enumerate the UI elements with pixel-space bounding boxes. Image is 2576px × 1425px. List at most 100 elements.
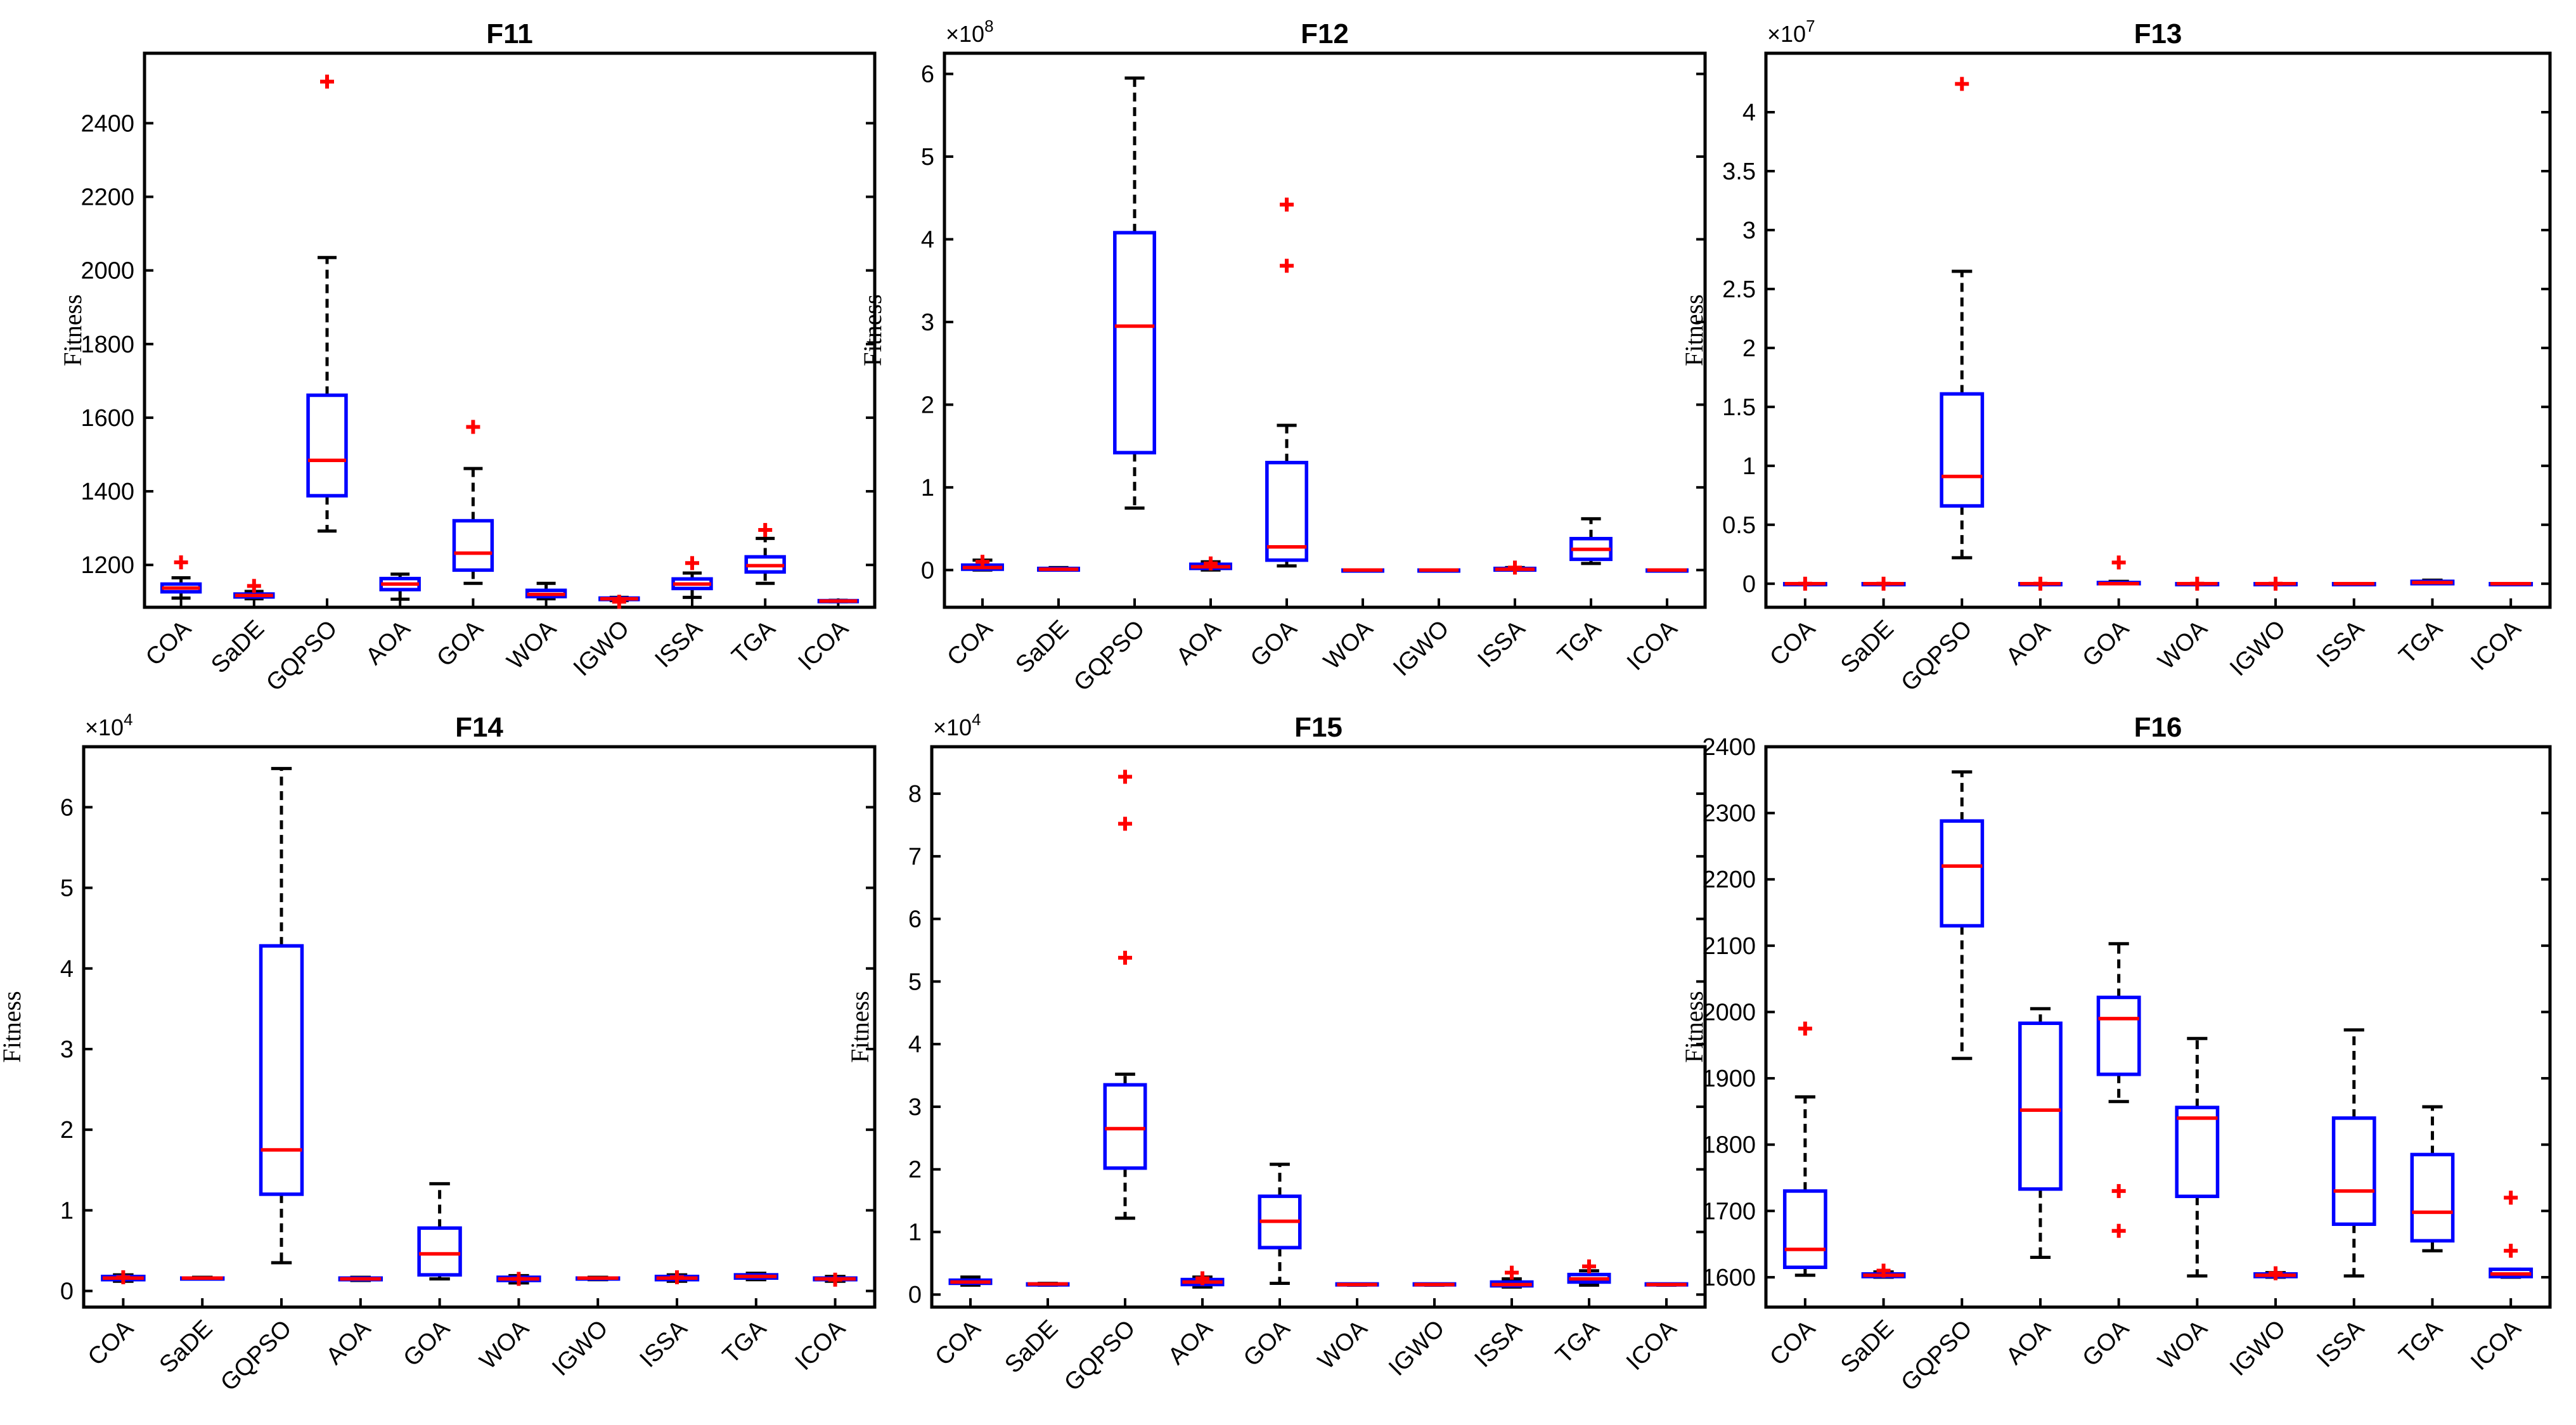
x-tick-label: SaDE (155, 1315, 218, 1379)
x-tick-label: ICOA (1621, 1315, 1682, 1376)
box-gqpso (1940, 77, 1985, 560)
outlier-marker (2111, 555, 2126, 570)
box-aoa (379, 572, 421, 601)
x-tick-label: ISSA (1472, 615, 1530, 673)
x-tick-label: ISSA (634, 1315, 692, 1372)
box-icoa (1645, 568, 1689, 573)
box-goa (417, 1182, 462, 1280)
chart-title: F12 (1301, 18, 1349, 49)
box-igwo (598, 595, 640, 609)
outlier-marker (2269, 1266, 2283, 1280)
x-tick-label: COA (942, 615, 998, 671)
box-woa (1341, 568, 1384, 573)
axes-frame (1764, 745, 2552, 1309)
axis-multiplier-exponent: 8 (984, 16, 993, 35)
panel-f13: F13 Fitness ×107 0 0.5 1 1.5 2 2.5 3 3.5 4 COA SaDEGQ… (1680, 16, 2552, 697)
y-tick-label: 2300 (1702, 801, 1756, 827)
x-tick-label: GQPSO (1059, 1315, 1140, 1396)
axis-multiplier-base: ×10 (933, 714, 972, 740)
y-tick-label: 1 (908, 1219, 922, 1246)
x-tick-label: TGA (2394, 615, 2448, 669)
x-tick-label: TGA (727, 615, 781, 669)
x-tick-label: IGWO (2225, 1315, 2291, 1381)
box-tga (1569, 517, 1613, 565)
box-tga (733, 1272, 778, 1282)
x-tick-label: COA (930, 1315, 986, 1370)
outlier-marker (1204, 556, 1218, 571)
box-aoa (1189, 556, 1232, 572)
x-tick-label: AOA (1163, 1315, 1218, 1370)
x-tick-label: ISSA (1469, 1315, 1527, 1372)
iqr-box (2410, 1152, 2455, 1243)
box-goa (452, 420, 494, 585)
y-tick-label: 4 (1742, 100, 1756, 126)
outlier-marker (2504, 1244, 2518, 1258)
box-woa (496, 1272, 541, 1286)
x-tick-label: GOA (399, 1315, 456, 1372)
y-tick-label: 2 (60, 1117, 74, 1144)
box-issa (2331, 582, 2376, 587)
box-coa (948, 1275, 993, 1287)
box-issa (2331, 1028, 2376, 1278)
y-tick-label: 0.5 (1722, 512, 1756, 539)
axis-multiplier-exponent: 4 (972, 710, 981, 729)
box-sade (1037, 565, 1080, 572)
iqr-box (259, 944, 304, 1196)
outlier-marker (466, 420, 480, 434)
y-tick-label: 1200 (80, 552, 134, 579)
box-issa (1493, 560, 1536, 575)
y-tick-label: 6 (60, 794, 74, 821)
box-coa (1782, 576, 1827, 591)
iqr-box (417, 1226, 462, 1277)
outlier-marker (320, 74, 334, 89)
box-woa (1335, 1282, 1379, 1287)
axis-multiplier-base: ×10 (1767, 21, 1806, 47)
axis-multiplier: ×104 (933, 710, 981, 740)
iqr-box (1940, 392, 1985, 508)
axis-multiplier: ×104 (85, 710, 133, 740)
panel-f16: F16 Fitness 1600 1700 1800 1900 2000 2100 2200 23… (1680, 712, 2552, 1396)
x-tick-label: GOA (2078, 1315, 2135, 1372)
y-axis-label: Fitness (1680, 294, 1708, 366)
box-sade (1026, 1281, 1070, 1287)
outlier-marker (1955, 77, 1969, 91)
box-icoa (2489, 582, 2534, 587)
box-coa (961, 555, 1004, 572)
panel-f11: F11 Fitness 1200 1400 1600 1800 2000 2200 2400 CO… (58, 18, 877, 697)
iqr-box (2175, 1106, 2220, 1199)
y-tick-label: 2200 (1702, 867, 1756, 893)
y-tick-label: 1600 (80, 405, 134, 432)
x-tick-label: SaDE (1010, 616, 1074, 679)
x-tick-label: WOA (502, 615, 562, 674)
outlier-marker (1876, 1263, 1891, 1278)
x-tick-label: COA (141, 615, 196, 671)
x-tick-label: ICOA (2466, 1315, 2527, 1376)
outlier-marker (2269, 576, 2283, 591)
outlier-marker (247, 579, 261, 593)
box-gqpso (1940, 770, 1985, 1061)
y-tick-label: 6 (921, 61, 934, 88)
outlier-marker (1280, 259, 1294, 273)
y-tick-label: 1600 (1702, 1265, 1756, 1291)
axes-frame (1764, 51, 2552, 609)
axis-multiplier-base: ×10 (946, 21, 984, 47)
axis-multiplier-exponent: 7 (1806, 16, 1815, 35)
outlier-marker (2111, 1183, 2126, 1198)
axes-frame (930, 745, 1707, 1309)
box-igwo (1417, 568, 1460, 573)
box-coa (160, 555, 202, 600)
y-tick-label: 2 (1742, 335, 1756, 362)
axis-multiplier: ×108 (946, 16, 994, 47)
axis-multiplier-exponent: 4 (124, 710, 132, 729)
chart-title: F11 (486, 18, 532, 49)
y-tick-label: 3 (1742, 217, 1756, 244)
y-tick-label: 4 (921, 227, 934, 254)
y-tick-label: 1 (60, 1197, 74, 1224)
y-tick-label: 2 (921, 392, 934, 418)
box-sade (180, 1275, 225, 1281)
box-gqpso (259, 766, 304, 1265)
y-axis-label: Fitness (58, 294, 87, 366)
y-tick-label: 1 (921, 475, 934, 501)
